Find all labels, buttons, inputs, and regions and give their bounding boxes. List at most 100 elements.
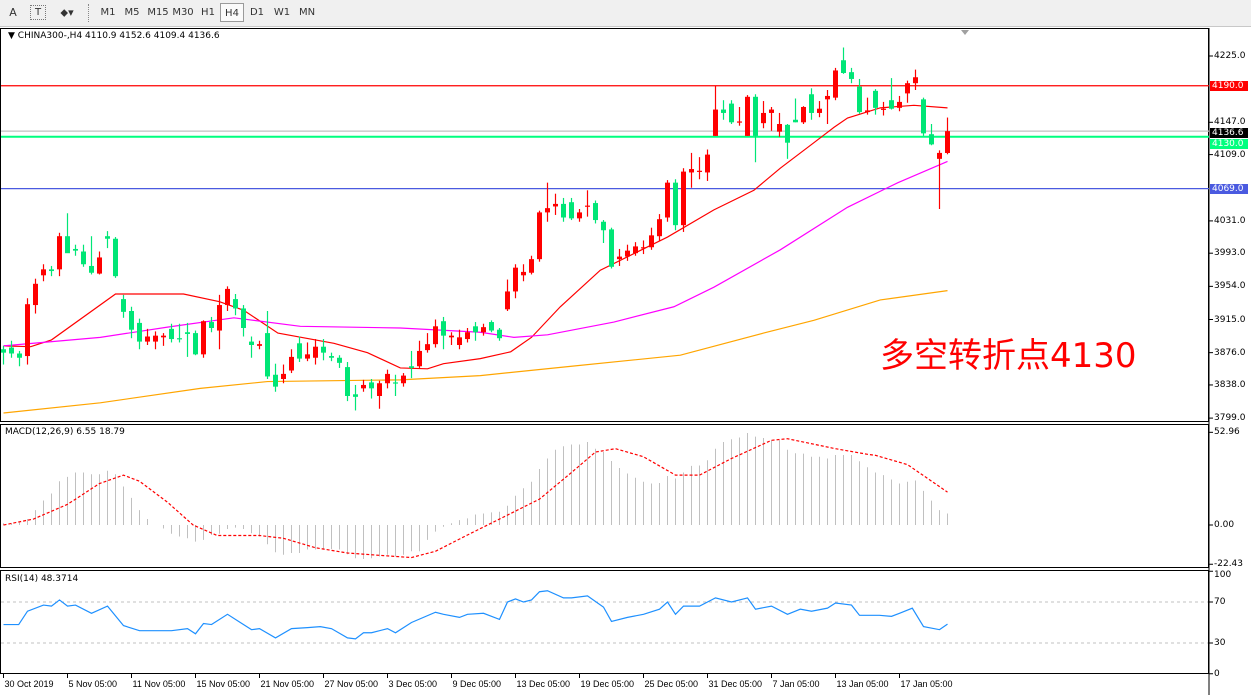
candle-bear: [793, 119, 798, 123]
timeframe-m30[interactable]: M30: [172, 7, 194, 18]
timeframe-m1[interactable]: M1: [100, 7, 116, 18]
candle-bear: [129, 311, 134, 330]
candle-bull: [745, 96, 750, 136]
level-tag: 4130.0: [1210, 139, 1248, 150]
candle-bear: [185, 332, 190, 334]
candle-bear: [233, 299, 238, 309]
time-label: 13 Dec 05:00: [516, 679, 571, 689]
time-label: 9 Dec 05:00: [452, 679, 502, 689]
candle-bull: [33, 283, 38, 306]
text-tool-icon[interactable]: A: [9, 6, 17, 19]
candle-bear: [49, 269, 54, 272]
candle-bull: [433, 326, 438, 345]
candle-bull: [217, 305, 222, 331]
candle-bear: [209, 322, 214, 328]
timeframe-m5[interactable]: M5: [124, 7, 140, 18]
moving-average-fast: [3, 104, 948, 370]
candle-bear: [489, 322, 494, 331]
candle-bull: [801, 107, 806, 123]
candle-bull: [625, 250, 630, 257]
text-label-icon[interactable]: T: [30, 5, 46, 20]
time-label: 30 Oct 2019: [4, 679, 54, 689]
candle-bull: [529, 259, 534, 273]
candle-bull: [313, 346, 318, 358]
candle-bull: [305, 354, 310, 359]
candle-bear: [929, 134, 934, 145]
candle-bear: [409, 366, 414, 368]
time-label: 19 Dec 05:00: [580, 679, 635, 689]
candle-bull: [25, 304, 30, 357]
candle-bull: [505, 291, 510, 310]
timeframe-h1[interactable]: H1: [201, 7, 215, 18]
candle-bull: [289, 356, 294, 371]
rsi-tick-label: 0: [1214, 668, 1220, 679]
candle-bear: [169, 328, 174, 340]
candle-bull: [201, 321, 206, 355]
timeframe-m15[interactable]: M15: [147, 7, 169, 18]
macd-label: MACD(12,26,9) 6.55 18.79: [5, 427, 125, 437]
candle-bear: [17, 353, 22, 358]
level-tag: 4136.6: [1210, 128, 1248, 139]
toolbar: A T ⬥▾ M1 M5 M15 M30 H1 H4 D1 W1 MN: [0, 0, 1251, 27]
price-tick-label: 4109.0: [1214, 150, 1246, 161]
candle-bull: [361, 384, 366, 389]
price-tick-label: 4031.0: [1214, 215, 1246, 226]
price-tick-label: 4225.0: [1214, 51, 1246, 61]
moving-average-mid: [3, 160, 948, 347]
candle-bull: [97, 257, 102, 274]
rsi-panel: [0, 570, 1209, 674]
time-label: 27 Nov 05:00: [324, 679, 379, 689]
candle-bull: [865, 110, 870, 113]
candle-bull: [41, 269, 46, 276]
candle-bear: [857, 86, 862, 113]
candle-bear: [297, 343, 302, 359]
candle-bull: [937, 152, 942, 159]
candle-bull: [465, 332, 470, 340]
candle-bull: [417, 350, 422, 367]
candle-bull: [425, 344, 430, 351]
candle-bull: [833, 70, 838, 98]
candle-bull: [449, 335, 454, 338]
time-label: 11 Nov 05:00: [132, 679, 186, 689]
timeframe-d1[interactable]: D1: [249, 7, 265, 18]
candle-bear: [177, 338, 182, 340]
price-tick-label: 3954.0: [1214, 281, 1246, 292]
rsi-label: RSI(14) 48.3714: [5, 574, 79, 584]
candle-bear: [137, 322, 142, 342]
candle-bull: [881, 108, 886, 110]
candle-bear: [561, 203, 566, 218]
candle-bear: [497, 329, 502, 339]
candle-bull: [553, 203, 558, 207]
candle-bear: [473, 326, 478, 333]
timeframe-mn[interactable]: MN: [298, 7, 316, 18]
rsi-line: [3, 590, 948, 640]
candle-bear: [369, 382, 374, 389]
candle-bull: [481, 327, 486, 333]
candle-bear: [241, 308, 246, 328]
timeframe-w1[interactable]: W1: [273, 7, 291, 18]
toolbar-separator: [88, 4, 91, 22]
candle-bear: [673, 182, 678, 226]
candle-bull: [633, 246, 638, 254]
price-tick-label: 3876.0: [1214, 347, 1246, 358]
price-tick-label: 3993.0: [1214, 248, 1246, 259]
candle-bear: [345, 367, 350, 396]
candle-bear: [329, 356, 334, 358]
shapes-dropdown-icon[interactable]: ⬥▾: [60, 6, 74, 19]
rsi-tick-label: 100: [1214, 570, 1232, 581]
candle-bear: [849, 72, 854, 79]
candle-bull: [585, 205, 590, 207]
timeframe-h4[interactable]: H4: [220, 3, 244, 22]
candle-bull: [161, 335, 166, 338]
candle-bear: [193, 333, 198, 355]
candle-bear: [873, 90, 878, 108]
candle-bull: [153, 335, 158, 342]
candle-bull: [737, 121, 742, 123]
candle-bull: [545, 208, 550, 213]
candle-bull: [457, 337, 462, 345]
candle-bull: [377, 383, 382, 396]
candle-bull: [665, 182, 670, 218]
candle-bull: [761, 112, 766, 124]
rsi-tick-label: 70: [1214, 597, 1226, 607]
